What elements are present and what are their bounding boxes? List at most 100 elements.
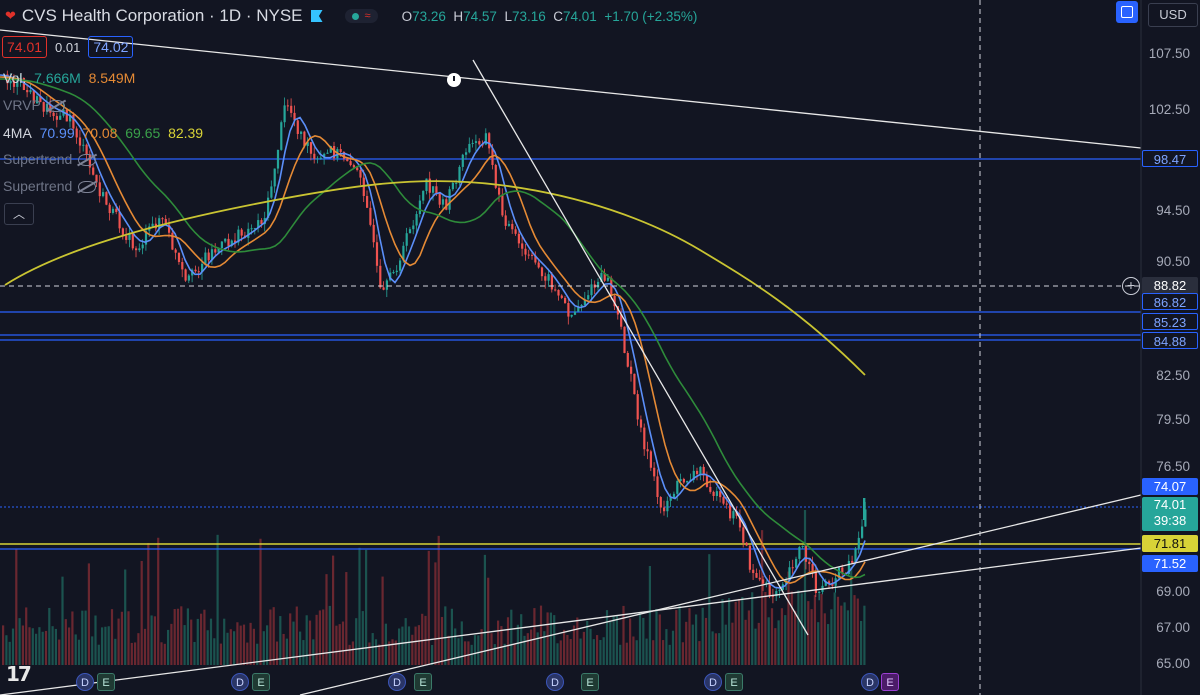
candle-body <box>623 326 626 353</box>
sell-button[interactable]: 74.01 <box>2 36 48 58</box>
volume-bar <box>695 614 698 665</box>
candle-body <box>319 157 322 159</box>
price-tag-71-52[interactable]: 71.52 <box>1142 555 1198 572</box>
volume-bar <box>81 610 84 665</box>
market-status-pill[interactable]: ≈ <box>344 9 378 23</box>
earnings-event-upcoming-icon[interactable]: E <box>881 673 899 691</box>
candle-body <box>333 146 336 159</box>
volume-bar <box>117 618 120 665</box>
volume-bar <box>675 610 678 665</box>
candle-body <box>521 243 524 249</box>
earnings-event-icon[interactable]: E <box>414 673 432 691</box>
candle-body <box>547 274 550 281</box>
dividend-event-icon[interactable]: D <box>388 673 406 691</box>
candle-body <box>326 152 329 154</box>
hidden-eye-icon[interactable] <box>78 181 97 194</box>
volume-bar <box>638 612 642 665</box>
legend-supertrend-1[interactable]: Supertrend <box>3 151 97 167</box>
price-tag-86-82[interactable]: 86.82 <box>1142 293 1198 310</box>
volume-bar <box>411 634 414 665</box>
volume-bar <box>68 627 71 665</box>
dividend-event-icon[interactable]: D <box>231 673 249 691</box>
volume-bar <box>645 638 648 665</box>
candle-body <box>758 577 761 580</box>
candle-body <box>814 572 817 593</box>
candle-body <box>141 244 144 249</box>
candle-body <box>207 252 210 261</box>
currency-selector[interactable]: USD <box>1148 3 1198 27</box>
legend-volume[interactable]: Vol. 7.666M 8.549M <box>3 70 136 86</box>
candle-body <box>616 306 619 315</box>
volume-bar <box>71 611 74 665</box>
volume-bar <box>467 641 470 665</box>
candle-body <box>240 229 243 236</box>
candle-body <box>12 80 16 87</box>
earnings-event-icon[interactable]: E <box>97 673 115 691</box>
volume-bar <box>770 608 774 665</box>
price-tag-71-81[interactable]: 71.81 <box>1142 535 1198 552</box>
legend-4ma[interactable]: 4MA 70.99 70.08 69.65 82.39 <box>3 125 204 141</box>
price-tag-85-23[interactable]: 85.23 <box>1142 313 1198 330</box>
volume-bar <box>764 591 767 665</box>
volume-bar <box>285 638 288 665</box>
candle-body <box>69 114 72 122</box>
volume-bar <box>272 607 275 665</box>
legend-supertrend-2[interactable]: Supertrend <box>3 178 97 194</box>
flag-icon[interactable] <box>310 10 323 22</box>
earnings-event-icon[interactable]: E <box>581 673 599 691</box>
volume-bar <box>2 625 5 665</box>
candle-body <box>296 120 299 134</box>
fullscreen-button[interactable] <box>1116 1 1138 23</box>
volume-bar <box>843 602 846 665</box>
tradingview-logo: 17 <box>6 662 32 686</box>
volume-bar <box>97 644 100 665</box>
volume-bar <box>143 628 147 665</box>
volume-bar <box>556 643 559 665</box>
axis-tick: 107.50 <box>1148 46 1190 61</box>
volume-bar <box>398 628 401 665</box>
volume-bar <box>226 632 229 665</box>
price-tag-74-07[interactable]: 74.07 <box>1142 478 1198 495</box>
hidden-eye-icon[interactable] <box>46 100 65 113</box>
dividend-event-icon[interactable]: D <box>861 673 879 691</box>
candle-body <box>564 297 567 303</box>
symbol-title[interactable]: CVS Health Corporation · 1D · NYSE <box>21 6 303 25</box>
volume-bar <box>780 608 783 665</box>
price-tag-84-88[interactable]: 84.88 <box>1142 332 1198 349</box>
dividend-event-icon[interactable]: D <box>76 673 94 691</box>
ma-line-4 <box>4 180 866 376</box>
buy-button[interactable]: 74.02 <box>88 36 134 58</box>
candle-body <box>669 497 672 501</box>
add-alert-plus-icon[interactable]: + <box>1122 277 1140 295</box>
collapse-legend-button[interactable]: ︿ <box>4 203 34 225</box>
volume-bar <box>747 610 750 665</box>
candle-body <box>52 112 55 117</box>
heart-icon[interactable]: ❤ <box>5 8 16 23</box>
earnings-event-icon[interactable]: E <box>252 673 270 691</box>
dividend-event-icon[interactable]: D <box>546 673 564 691</box>
volume-bar <box>167 629 170 665</box>
candle-body <box>418 200 421 215</box>
price-tag-98-47[interactable]: 98.47 <box>1142 150 1198 167</box>
volume-bar <box>434 562 437 665</box>
candle-body <box>709 486 712 492</box>
volume-bar <box>569 639 572 665</box>
dividend-event-icon[interactable]: D <box>704 673 722 691</box>
candle-body <box>603 272 606 281</box>
candle-body <box>451 182 454 190</box>
hidden-eye-icon[interactable] <box>78 154 97 167</box>
volume-bar <box>110 609 114 665</box>
legend-vrvp[interactable]: VRVP <box>3 97 65 113</box>
volume-bar <box>173 609 176 665</box>
alarm-clock-icon[interactable] <box>447 73 461 87</box>
volume-bar <box>625 642 628 665</box>
volume-bar <box>596 635 599 665</box>
volume-bar <box>417 625 420 665</box>
volume-bars <box>2 510 866 665</box>
candle-body <box>613 295 616 307</box>
candle-body <box>234 240 237 243</box>
earnings-event-icon[interactable]: E <box>725 673 743 691</box>
volume-bar <box>299 631 302 665</box>
candle-body <box>765 582 768 584</box>
